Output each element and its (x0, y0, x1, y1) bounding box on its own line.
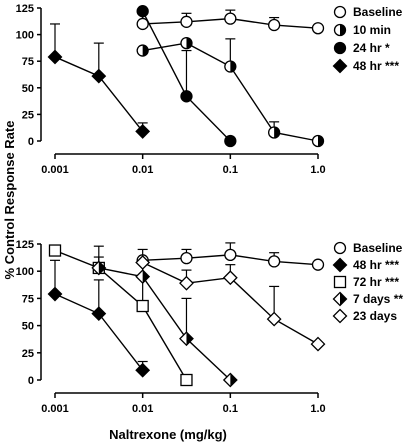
panel-1: 0 25 50 75 100 125 0.001 0.01 0.1 1.0 Baseline 10 m… (16, 3, 403, 176)
x-tick-label: 0.001 (41, 403, 69, 415)
data-point (224, 12, 237, 25)
legend-marker (332, 58, 348, 74)
legend-item: Baseline (333, 241, 403, 255)
legend-item: 24 hr * (333, 41, 390, 55)
series-23-days (135, 255, 326, 352)
legend-label: 10 min (353, 23, 391, 37)
series-7-days (91, 256, 238, 388)
data-point (267, 126, 281, 139)
y-tick-label: 100 (16, 30, 34, 42)
data-point (48, 244, 62, 257)
legend-marker (333, 41, 347, 55)
data-point (311, 258, 325, 271)
data-point (136, 299, 149, 313)
data-point (91, 260, 107, 276)
series-48-hr (47, 259, 151, 378)
data-point (311, 22, 325, 35)
panel-2: 0 25 50 75 100 125 0.001 0.01 0.1 1.0 Baseline 48 h… (16, 239, 404, 415)
legend-item: 72 hr *** (333, 275, 399, 289)
data-point (222, 372, 238, 388)
series-line (54, 249, 188, 381)
data-point (179, 275, 194, 291)
legend-marker (333, 275, 347, 289)
data-point (179, 331, 194, 347)
x-axis-label: Naltrexone (mg/kg) (109, 427, 227, 442)
data-point (135, 124, 151, 139)
legend-item: 10 min (333, 23, 391, 37)
data-point (224, 134, 237, 148)
y-tick-label: 50 (22, 83, 34, 95)
y-tick-label: 0 (28, 136, 34, 148)
y-tick-label: 75 (22, 56, 34, 68)
data-point (266, 311, 282, 327)
legend-label: Baseline (353, 241, 403, 255)
series-baseline (136, 9, 325, 35)
y-tick-label: 25 (22, 109, 34, 121)
legend-item: 48 hr *** (332, 58, 399, 74)
data-point (135, 269, 151, 285)
legend-label: Baseline (353, 5, 403, 19)
y-tick-label: 125 (16, 3, 34, 15)
data-point (136, 5, 149, 18)
legend-label: 48 hr *** (353, 59, 399, 73)
data-point (222, 270, 238, 286)
legend-item: 23 days (332, 308, 397, 324)
data-point (91, 306, 107, 322)
data-point (267, 18, 281, 32)
legend-label: 23 days (353, 309, 397, 323)
y-tick-label: 25 (22, 348, 34, 360)
legend-marker (333, 5, 347, 19)
x-tick-label: 0.01 (132, 164, 153, 176)
data-point (47, 286, 63, 302)
legend-marker (333, 241, 347, 255)
data-point (180, 90, 193, 103)
data-point (180, 373, 193, 387)
y-tick-label: 125 (16, 239, 34, 251)
data-point (91, 68, 107, 84)
y-tick-label: 0 (28, 375, 34, 387)
data-point (180, 36, 193, 50)
series-48-hr (47, 23, 151, 139)
data-point (311, 134, 325, 148)
legend-label: 24 hr * (353, 41, 390, 55)
y-tick-label: 100 (16, 266, 34, 278)
legend-label: 72 hr *** (353, 275, 399, 289)
data-point (135, 255, 151, 270)
data-point (267, 255, 281, 268)
x-tick-label: 0.1 (223, 164, 238, 176)
legend-marker (332, 257, 348, 273)
legend-marker (332, 291, 348, 307)
x-tick-label: 1.0 (310, 164, 325, 176)
x-tick-label: 0.1 (223, 403, 238, 415)
data-point (136, 44, 149, 57)
data-point (310, 336, 326, 352)
series-24-hr (136, 5, 237, 148)
series-10-min (136, 36, 325, 148)
data-point (180, 251, 193, 265)
series-baseline (136, 242, 325, 271)
x-tick-label: 1.0 (310, 403, 325, 415)
series-line (98, 267, 231, 381)
data-point (224, 248, 237, 262)
y-axis-label: % Control Response Rate (2, 121, 17, 280)
legend-item: 48 hr *** (332, 257, 399, 273)
x-tick-label: 0.01 (132, 403, 153, 415)
data-point (47, 49, 63, 65)
legend-item: Baseline (333, 5, 403, 19)
legend-label: 7 days ** (353, 292, 403, 306)
x-tick-label: 0.001 (41, 164, 69, 176)
data-point (224, 60, 237, 73)
legend-item: 7 days ** (332, 291, 403, 307)
y-tick-label: 75 (22, 293, 34, 305)
legend-marker (333, 23, 347, 37)
y-tick-label: 50 (22, 321, 34, 333)
legend-marker (332, 308, 348, 324)
legend-label: 48 hr *** (353, 258, 399, 272)
data-point (136, 17, 149, 31)
data-point (135, 362, 151, 378)
data-point (180, 15, 193, 28)
